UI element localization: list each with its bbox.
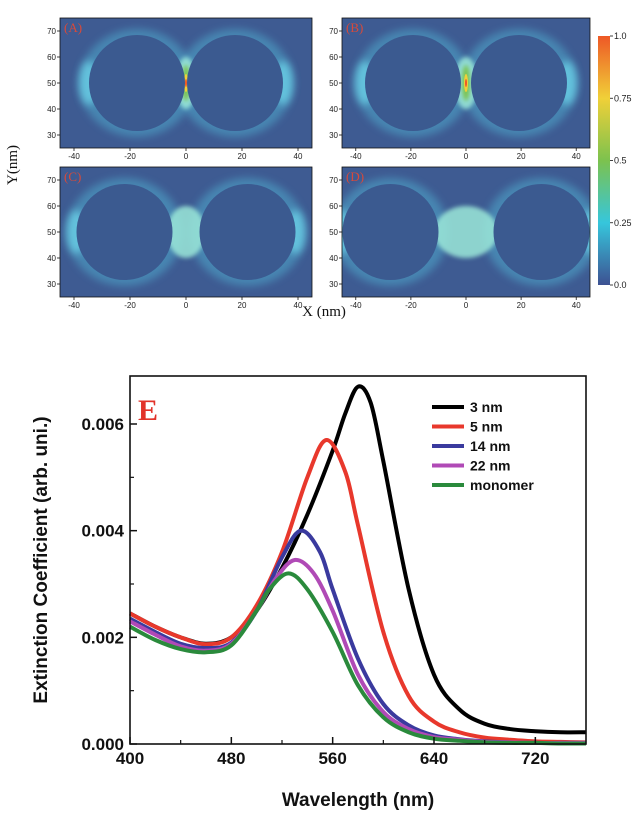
y-tick-label: 40 xyxy=(329,105,338,114)
y-tick-label: 60 xyxy=(47,202,56,211)
colorbar: 0.0 0.25 0.5 0.75 1.0 xyxy=(598,31,632,290)
x-tick-label: -40 xyxy=(68,152,80,161)
colorbar-tick-label: 0.75 xyxy=(614,93,632,103)
heatmap-y-axis-label: Y(nm) xyxy=(5,145,21,185)
legend-label: 5 nm xyxy=(470,419,503,435)
y-tick-label: 50 xyxy=(329,228,338,237)
y-tick-label: 60 xyxy=(329,202,338,211)
heatmap-panel-c: -40 -20 0 20 40 30 40 50 60 70 (C) xyxy=(47,166,313,310)
nanoparticle-left xyxy=(365,35,461,131)
nanoparticle-right xyxy=(187,35,283,131)
y-tick-label: 50 xyxy=(47,228,56,237)
gap-hotspot-max xyxy=(465,79,467,87)
x-tick-label: -20 xyxy=(405,152,417,161)
y-tick-label: 70 xyxy=(47,27,56,36)
extinction-spectrum-chart: 400 480 560 640 720 0.000 0.002 0.004 0.006 Wavel… xyxy=(31,375,587,811)
y-tick-label: 0.006 xyxy=(81,415,124,434)
legend-label: monomer xyxy=(470,477,534,493)
y-tick-label: 0.004 xyxy=(81,522,124,541)
nanoparticle-right xyxy=(471,35,567,131)
series-line-14-nm xyxy=(129,528,586,745)
y-tick-label: 30 xyxy=(329,280,338,289)
legend-label: 22 nm xyxy=(470,458,510,474)
x-tick-label: 40 xyxy=(572,301,581,310)
panel-label: (D) xyxy=(346,169,364,184)
x-tick-label: 0 xyxy=(184,301,189,310)
y-tick-label: 40 xyxy=(47,105,56,114)
colorbar-tick-label: 0.0 xyxy=(614,280,627,290)
colorbar-tick-label: 1.0 xyxy=(614,31,627,41)
nanoparticle-left xyxy=(89,35,185,131)
y-tick-label: 70 xyxy=(329,176,338,185)
legend-label: 14 nm xyxy=(470,438,510,454)
y-tick-label: 0.000 xyxy=(81,735,124,754)
x-tick-label: 0 xyxy=(184,152,189,161)
series-line-5-nm xyxy=(129,438,587,745)
panel-label: (A) xyxy=(64,20,82,35)
x-tick-label: 720 xyxy=(521,749,549,768)
y-axis-label: Extinction Coefficient (arb. uni.) xyxy=(31,416,52,703)
gap-hotspot xyxy=(166,206,206,258)
gap-hotspot-max xyxy=(185,79,187,87)
x-tick-label: 560 xyxy=(318,749,346,768)
y-tick-label: 50 xyxy=(329,79,338,88)
panel-field xyxy=(60,18,312,148)
x-tick-label: 20 xyxy=(517,301,526,310)
y-tick-label: 0.002 xyxy=(81,628,124,647)
panel-field xyxy=(60,167,312,297)
y-tick-label: 70 xyxy=(47,176,56,185)
x-tick-label: 40 xyxy=(294,152,303,161)
y-tick-label: 30 xyxy=(329,131,338,140)
nanoparticle-right xyxy=(493,184,590,280)
y-tick-label: 70 xyxy=(329,27,338,36)
x-tick-label: 20 xyxy=(238,301,247,310)
panel-field xyxy=(342,18,590,148)
x-tick-label: -40 xyxy=(350,301,362,310)
nanoparticle-left xyxy=(76,184,173,280)
series-line-monomer xyxy=(129,571,587,746)
y-tick-label: 30 xyxy=(47,280,56,289)
heatmap-panel-b: -40 -20 0 20 40 30 40 50 60 70 (B) xyxy=(329,17,591,161)
y-tick-label: 60 xyxy=(329,53,338,62)
panel-label: (B) xyxy=(346,20,363,35)
nanoparticle-left xyxy=(342,184,439,280)
heatmap-panel-d: -40 -20 0 20 40 30 40 50 60 70 (D) xyxy=(329,166,591,310)
x-tick-label: 640 xyxy=(420,749,448,768)
y-tick-label: 30 xyxy=(47,131,56,140)
colorbar-gradient xyxy=(598,36,610,285)
x-tick-label: -40 xyxy=(68,301,80,310)
x-tick-label: 20 xyxy=(238,152,247,161)
heatmap-panels: -40 -20 0 20 40 30 40 50 60 70 (A) -40 -20 0 20 40 30 40 5… xyxy=(47,17,591,310)
x-tick-label: 0 xyxy=(464,301,469,310)
heatmap-panel-a: -40 -20 0 20 40 30 40 50 60 70 (A) xyxy=(47,17,313,161)
x-tick-label: 40 xyxy=(294,301,303,310)
x-tick-label: 0 xyxy=(464,152,469,161)
y-tick-label: 40 xyxy=(329,254,338,263)
heatmap-x-axis-label: X (nm) xyxy=(302,304,346,320)
colorbar-tick-label: 0.5 xyxy=(614,156,627,166)
legend: 3 nm 5 nm 14 nm 22 nm monomer xyxy=(432,399,534,493)
nanoparticle-right xyxy=(199,184,296,280)
x-tick-label: 480 xyxy=(217,749,245,768)
x-tick-label: 40 xyxy=(572,152,581,161)
y-tick-label: 60 xyxy=(47,53,56,62)
plot-frame xyxy=(129,375,587,745)
panel-field xyxy=(342,167,590,297)
panel-label-e: E xyxy=(138,394,158,427)
gap-hotspot xyxy=(434,206,498,258)
x-tick-label: -20 xyxy=(405,301,417,310)
y-tick-label: 40 xyxy=(47,254,56,263)
x-axis-label: Wavelength (nm) xyxy=(282,790,434,811)
colorbar-tick-label: 0.25 xyxy=(614,218,632,228)
series-line-3-nm xyxy=(129,384,587,735)
panel-label: (C) xyxy=(64,169,81,184)
x-tick-label: -40 xyxy=(350,152,362,161)
x-tick-label: 20 xyxy=(517,152,526,161)
x-tick-label: -20 xyxy=(124,301,136,310)
x-tick-label: -20 xyxy=(124,152,136,161)
legend-label: 3 nm xyxy=(470,399,503,415)
x-tick-label: 400 xyxy=(116,749,144,768)
y-tick-label: 50 xyxy=(47,79,56,88)
